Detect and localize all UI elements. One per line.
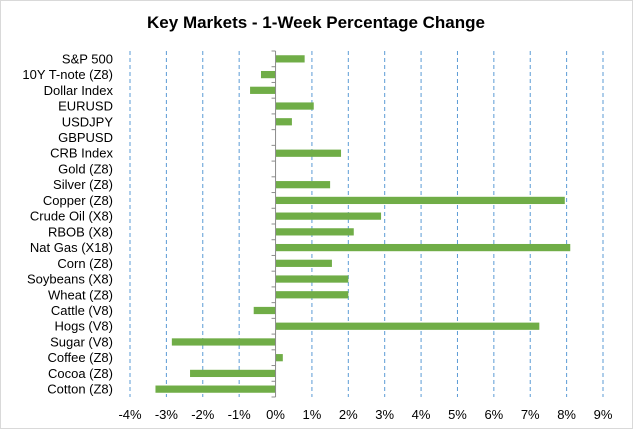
- x-tick-label: 5%: [448, 407, 467, 422]
- x-tick-label: -3%: [155, 407, 179, 422]
- bar: [275, 228, 354, 236]
- gridlines: [129, 51, 604, 397]
- value-axis-zero: [271, 50, 277, 398]
- category-label: Soybeans (X8): [27, 272, 113, 287]
- chart-title: Key Markets - 1-Week Percentage Change: [147, 13, 485, 32]
- bar: [275, 118, 292, 126]
- x-tick-label: -1%: [228, 407, 252, 422]
- x-tick-label: 0%: [266, 407, 285, 422]
- bar: [275, 243, 571, 252]
- bar: [275, 354, 283, 362]
- x-tick-label: 4%: [412, 407, 431, 422]
- x-tick-label: 1%: [303, 407, 322, 422]
- category-label: RBOB (X8): [48, 224, 113, 239]
- category-label: EURUSD: [58, 99, 113, 114]
- bar: [155, 385, 276, 393]
- bar: [260, 70, 276, 79]
- category-label: S&P 500: [62, 51, 113, 66]
- x-tick-label: 8%: [557, 407, 576, 422]
- category-label: GBPUSD: [58, 130, 113, 145]
- bar: [275, 291, 349, 299]
- category-label: Cocoa (Z8): [48, 366, 113, 381]
- category-label: Dollar Index: [44, 83, 114, 98]
- category-label: Gold (Z8): [58, 161, 113, 176]
- bar: [275, 212, 382, 220]
- x-tick-label: 6%: [484, 407, 503, 422]
- category-label: Silver (Z8): [53, 177, 113, 192]
- x-tick-label: 9%: [594, 407, 613, 422]
- category-label: Copper (Z8): [43, 193, 113, 208]
- bar: [250, 86, 276, 94]
- x-tick-label: 2%: [339, 407, 358, 422]
- bar: [253, 306, 276, 315]
- bar: [275, 55, 305, 63]
- x-tick-label: -4%: [118, 407, 142, 422]
- x-tick-label: -2%: [191, 407, 215, 422]
- bar: [275, 149, 342, 157]
- category-label: Coffee (Z8): [47, 350, 113, 365]
- x-tick-label: 7%: [521, 407, 540, 422]
- x-tick-label: 3%: [375, 407, 394, 422]
- category-label: Sugar (V8): [50, 334, 113, 349]
- category-label: Wheat (Z8): [48, 287, 113, 302]
- category-label: Corn (Z8): [57, 256, 113, 271]
- category-label: Cotton (Z8): [47, 382, 113, 397]
- category-label: Crude Oil (X8): [30, 209, 113, 224]
- bar: [171, 338, 276, 346]
- bar: [275, 181, 331, 189]
- bar: [190, 369, 276, 378]
- category-label: Cattle (V8): [51, 303, 113, 318]
- bar: [275, 275, 349, 283]
- tick-labels: -4% -3% -2% -1% 0% 1% 2% 3% 4% 5% 6% 7% 8% 9%: [118, 407, 612, 422]
- bar: [275, 196, 565, 205]
- category-label: USDJPY: [62, 114, 114, 129]
- category-label: CRB Index: [50, 146, 113, 161]
- bars: [155, 55, 571, 393]
- category-label: 10Y T-note (Z8): [22, 67, 113, 82]
- category-label: Hogs (V8): [54, 319, 113, 334]
- category-label: Nat Gas (X18): [30, 240, 113, 255]
- bar: [275, 102, 314, 110]
- bar: [275, 259, 332, 267]
- bar: [275, 322, 540, 330]
